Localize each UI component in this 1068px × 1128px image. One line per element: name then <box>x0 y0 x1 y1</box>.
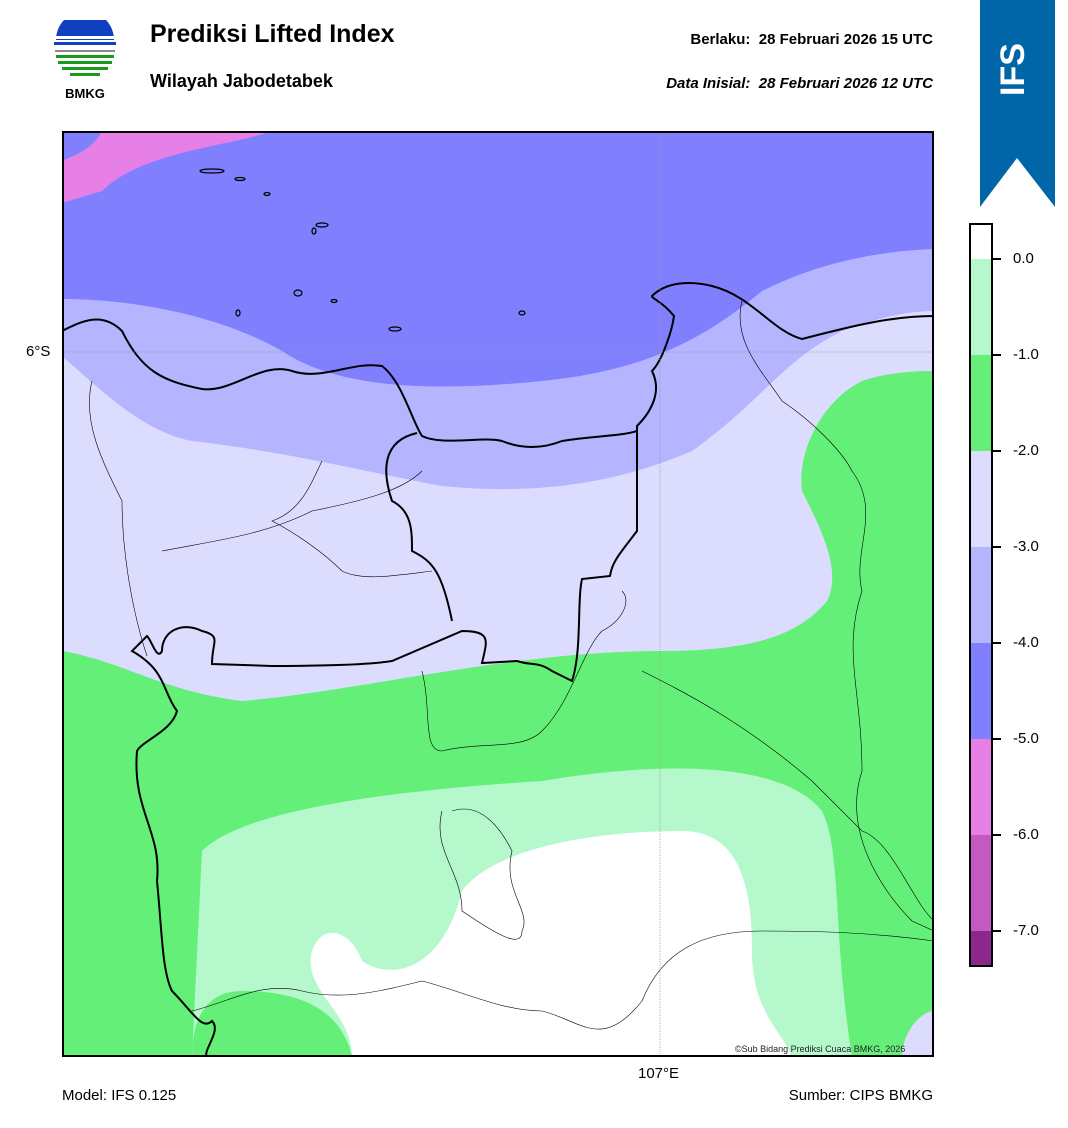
colorbar-segment <box>971 643 991 739</box>
colorbar-segment <box>971 835 991 931</box>
colorbar-tick-label: -2.0 <box>1013 442 1039 459</box>
svg-text:BMKG: BMKG <box>65 86 105 100</box>
field-above-0 <box>310 831 792 1057</box>
colorbar <box>969 223 993 967</box>
colorbar-tick-label: -6.0 <box>1013 826 1039 843</box>
colorbar-segment <box>971 451 991 547</box>
colorbar-segment <box>971 259 991 355</box>
colorbar-tick-label: 0.0 <box>1013 250 1034 267</box>
colorbar-segment <box>971 225 991 259</box>
colorbar-tick <box>991 642 1001 644</box>
colorbar-tick-label: -4.0 <box>1013 634 1039 651</box>
colorbar-segment <box>971 547 991 643</box>
ifs-ribbon <box>980 0 1055 207</box>
colorbar-tick <box>991 258 1001 260</box>
init-time: Data Inisial: 28 Februari 2026 12 UTC <box>666 75 933 92</box>
colorbar-tick <box>991 354 1001 356</box>
coastline <box>62 282 934 1057</box>
region-subtitle: Wilayah Jabodetabek <box>150 71 333 91</box>
colorbar-tick <box>991 546 1001 548</box>
colorbar-segment <box>971 931 991 965</box>
islands <box>199 168 526 332</box>
colorbar-tick <box>991 738 1001 740</box>
copyright: ©Sub Bidang Prediksi Cuaca BMKG, 2026 <box>735 1044 906 1054</box>
page-title: Prediksi Lifted Index <box>150 20 395 48</box>
colorbar-tick <box>991 834 1001 836</box>
colorbar-tick-label: -3.0 <box>1013 538 1039 555</box>
lon-label: 107°E <box>638 1065 680 1082</box>
colorbar-tick-label: -7.0 <box>1013 922 1039 939</box>
colorbar-segment <box>971 739 991 835</box>
lifted-index-map <box>62 131 934 1057</box>
admin-boundaries <box>89 300 934 1030</box>
source-label: Sumber: CIPS BMKG <box>788 1087 933 1104</box>
bmkg-logo: BMKG <box>54 20 116 100</box>
valid-time: Berlaku: 28 Februari 2026 15 UTC <box>690 31 933 48</box>
field-minus6-5 <box>62 131 272 203</box>
colorbar-tick-label: -5.0 <box>1013 730 1039 747</box>
colorbar-tick <box>991 450 1001 452</box>
colorbar-tick-label: -1.0 <box>1013 346 1039 363</box>
map-frame <box>62 131 934 1057</box>
lat-label: 6°S <box>26 343 51 360</box>
ribbon-label: IFS <box>994 43 1032 97</box>
colorbar-segment <box>971 355 991 451</box>
colorbar-tick <box>991 930 1001 932</box>
model-label: Model: IFS 0.125 <box>62 1087 177 1104</box>
